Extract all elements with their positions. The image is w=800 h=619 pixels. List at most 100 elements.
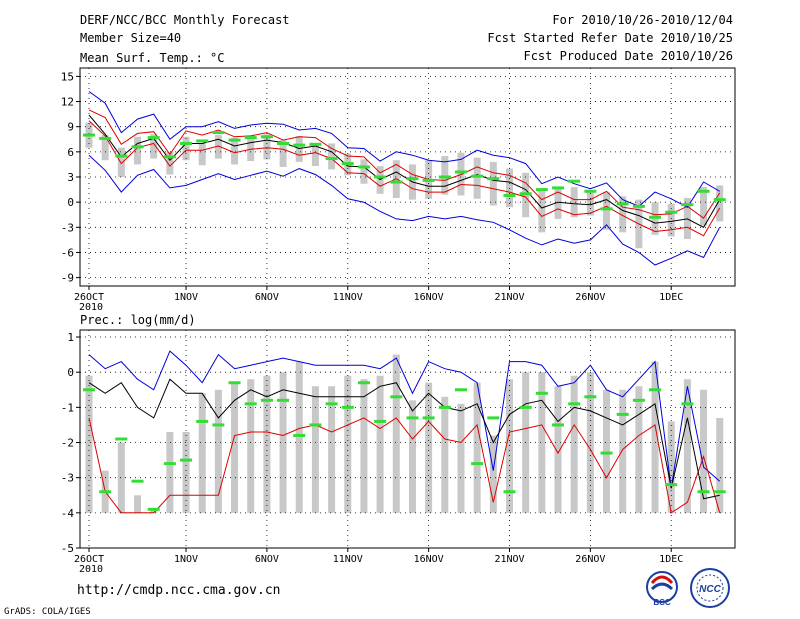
temp-year-label: 2010 (79, 302, 103, 313)
prec-xtick-label-3: 11NOV (333, 554, 363, 565)
ncc-logo: NCC (690, 568, 730, 608)
temp-box-3 (117, 147, 125, 177)
prec-box-7 (182, 431, 190, 513)
prec-box-18 (360, 379, 368, 513)
prec-obs-14 (293, 433, 306, 437)
prec-obs-16 (325, 402, 338, 406)
temp-box-37 (667, 203, 675, 237)
temp-box-18 (360, 159, 368, 184)
temp-obs-15 (309, 142, 322, 146)
temp-xtick-label-2: 6NOV (255, 292, 279, 303)
prec-ytick-label-1: 0 (67, 366, 74, 379)
temp-obs-25 (471, 174, 484, 178)
temp-ytick-label-0: 15 (61, 70, 74, 83)
prec-obs-36 (649, 388, 662, 392)
prec-obs-32 (584, 395, 597, 399)
prec-ytick-label-2: -1 (61, 401, 74, 414)
prec-series-upper (88, 350, 721, 489)
prec-ytick-label-5: -4 (61, 507, 75, 520)
prec-obs-35 (632, 398, 645, 402)
prec-obs-33 (600, 451, 613, 455)
prec-obs-39 (697, 490, 710, 494)
prec-obs-24 (454, 388, 467, 392)
temp-box-12 (263, 134, 271, 160)
prec-obs-34 (616, 412, 629, 416)
prec-obs-11 (244, 402, 257, 406)
prec-obs-21 (406, 416, 419, 420)
temp-obs-9 (212, 131, 225, 135)
prec-box-26 (489, 435, 497, 513)
temp-box-27 (505, 168, 513, 208)
prec-obs-10 (228, 381, 241, 385)
prec-year-label: 2010 (79, 564, 103, 575)
prec-ytick-label-0: 1 (67, 331, 74, 344)
prec-box-34 (619, 389, 627, 513)
prec-obs-3 (115, 437, 128, 441)
prec-obs-23 (438, 405, 451, 409)
prec-box-24 (457, 403, 465, 513)
temp-box-4 (134, 136, 142, 165)
prec-obs-9 (212, 423, 225, 427)
temp-obs-19 (374, 175, 387, 179)
temp-obs-8 (196, 139, 209, 143)
prec-obs-31 (568, 402, 581, 406)
prec-box-11 (247, 379, 255, 513)
temp-obs-36 (649, 215, 662, 219)
prec-box-39 (700, 389, 708, 513)
temp-box-5 (150, 134, 158, 159)
prec-obs-12 (260, 398, 273, 402)
prec-obs-26 (487, 416, 500, 420)
temp-ytick-label-2: 9 (67, 121, 74, 134)
prec-box-20 (392, 354, 400, 513)
temp-box-8 (198, 143, 206, 166)
prec-obs-27 (503, 490, 516, 494)
temp-obs-26 (487, 177, 500, 181)
prec-box-38 (683, 379, 691, 513)
temp-box-25 (473, 157, 481, 199)
prec-box-40 (716, 417, 724, 513)
prec-ytick-label-6: -5 (61, 542, 74, 555)
temp-obs-29 (535, 188, 548, 192)
prec-box-16 (328, 386, 336, 513)
temp-xtick-label-5: 21NOV (494, 292, 524, 303)
fcst-produced-date: Fcst Produced Date 2010/10/26 (523, 49, 733, 63)
prec-box-31 (570, 375, 578, 513)
temp-xtick-label-6: 26NOV (575, 292, 605, 303)
prec-obs-1 (83, 388, 95, 392)
source-url[interactable]: http://cmdp.ncc.cma.gov.cn (77, 583, 281, 598)
temp-box-39 (700, 187, 708, 226)
temp-box-23 (441, 156, 449, 195)
prec-obs-13 (277, 398, 290, 402)
temp-box-9 (214, 135, 222, 159)
temp-obs-3 (115, 154, 128, 158)
temp-series-upper-extreme (88, 109, 721, 219)
prec-box-1 (85, 375, 93, 513)
prec-box-35 (635, 386, 643, 513)
temp-box-30 (554, 187, 562, 219)
temp-frame (79, 67, 736, 287)
prec-xtick-label-4: 16NOV (414, 554, 444, 565)
temp-obs-32 (584, 189, 597, 193)
prec-series-mean (88, 378, 720, 500)
temp-obs-18 (357, 165, 370, 169)
prec-box-19 (376, 375, 384, 513)
temp-ytick-label-7: -6 (61, 246, 74, 259)
ncc-logo-text: NCC (699, 584, 721, 595)
forecast-period: For 2010/10/26-2010/12/04 (552, 13, 733, 27)
temp-obs-34 (616, 202, 629, 206)
prec-xtick-label-7: 1DEC (659, 554, 683, 565)
prec-box-3 (117, 442, 125, 513)
prec-obs-15 (309, 423, 322, 427)
temp-obs-31 (568, 179, 581, 183)
temp-series-lower (88, 120, 721, 237)
prec-box-10 (231, 382, 239, 513)
temp-xtick-label-0: 26OCT (74, 292, 104, 303)
prec-subtitle: Prec.: log(mm/d) (80, 313, 196, 327)
prec-xtick-label-1: 1NOV (174, 554, 198, 565)
temp-obs-23 (438, 175, 451, 179)
temp-box-2 (101, 135, 109, 161)
temp-obs-11 (244, 136, 257, 140)
temp-box-16 (328, 143, 336, 170)
prec-obs-19 (374, 419, 387, 423)
